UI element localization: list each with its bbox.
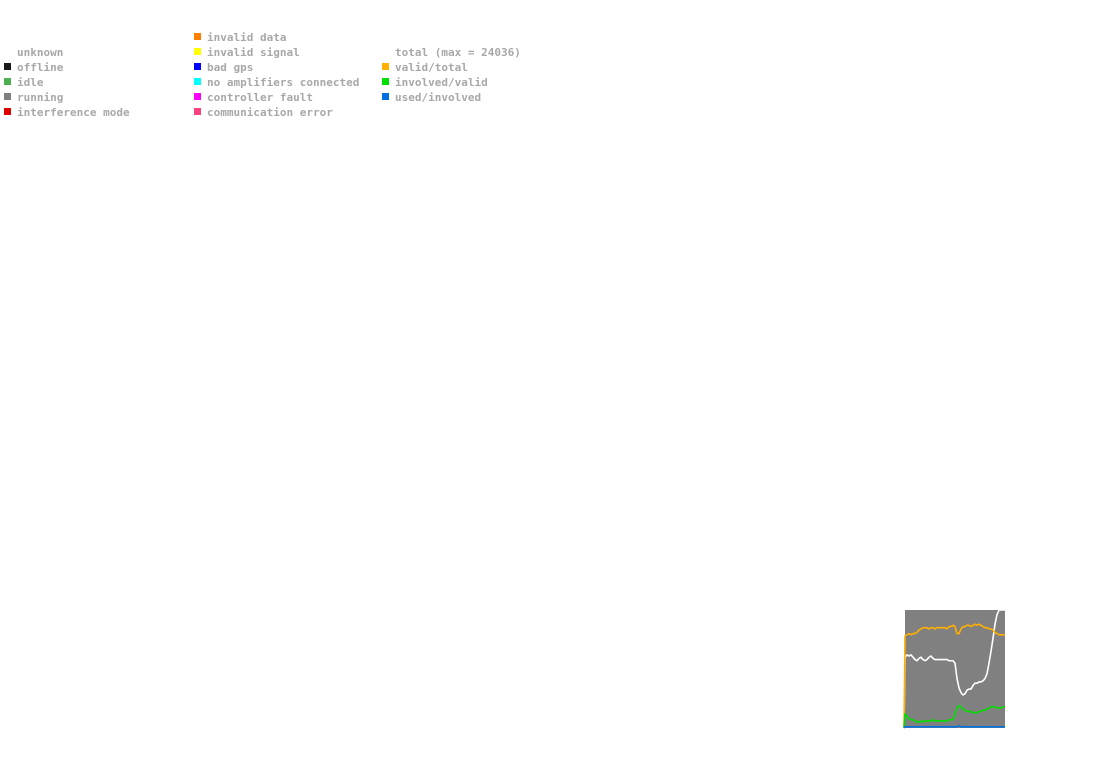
legend-label: running — [17, 91, 64, 104]
legend-label: offline — [17, 61, 64, 74]
legend-swatch — [4, 108, 11, 115]
legend-swatch — [4, 93, 11, 100]
legend-swatch — [382, 63, 389, 70]
legend-swatch — [194, 48, 201, 55]
legend-swatch — [4, 78, 11, 85]
legend-label: no amplifiers connected — [207, 76, 360, 89]
legend-swatch — [194, 108, 201, 115]
series-line-2 — [903, 623, 1005, 729]
legend-label: bad gps — [207, 61, 254, 74]
legend-label: invalid data — [207, 31, 287, 44]
legend-label: valid/total — [395, 61, 468, 74]
legend-label: used/involved — [395, 91, 482, 104]
legend-swatch — [194, 33, 201, 40]
legend-swatch — [382, 93, 389, 100]
legend-swatch — [382, 78, 389, 85]
legend-label: involved/valid — [395, 76, 488, 89]
line-chart — [902, 608, 1008, 732]
legend-swatch — [194, 63, 201, 70]
legend-label: total (max = 24036) — [395, 46, 521, 59]
legend-swatch — [4, 63, 11, 70]
legend-label: invalid signal — [207, 46, 300, 59]
legend-label: controller fault — [207, 91, 313, 104]
legend-label: interference mode — [17, 106, 130, 119]
series-line-1 — [903, 609, 1005, 729]
line-chart-svg — [903, 609, 1005, 729]
series-line-4 — [903, 724, 1005, 729]
legend-swatch — [194, 93, 201, 100]
legend-label: idle — [17, 76, 44, 89]
legend-label: unknown — [17, 46, 64, 59]
legend-label: communication error — [207, 106, 333, 119]
series-line-3 — [903, 704, 1005, 729]
legend-swatch — [194, 78, 201, 85]
